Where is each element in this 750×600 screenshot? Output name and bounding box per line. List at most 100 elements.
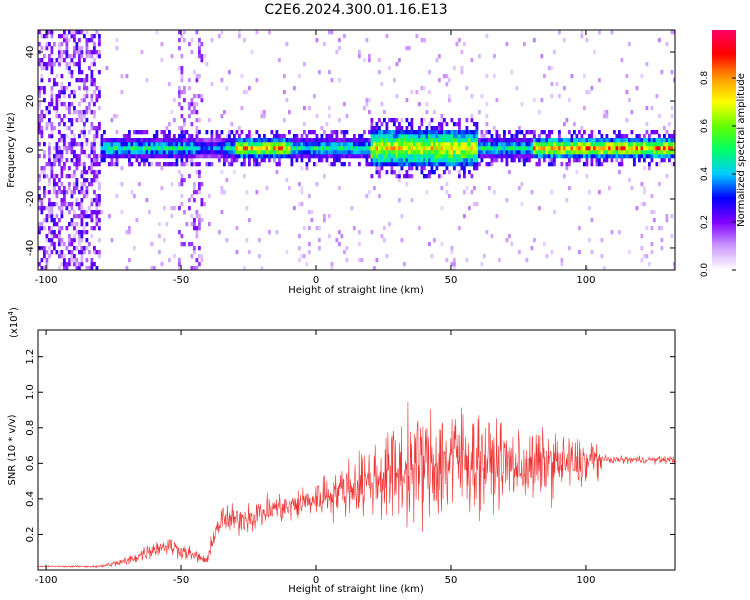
- heatmap-cell: [80, 190, 84, 195]
- heatmap-cell: [180, 74, 184, 79]
- heatmap-cell: [90, 162, 94, 167]
- heatmap-cell: [208, 138, 211, 143]
- heatmap-cell: [573, 154, 576, 159]
- heatmap-cell: [560, 154, 564, 159]
- heatmap-cell: [73, 110, 76, 115]
- heatmap-cell: [43, 174, 46, 179]
- heatmap-cell: [420, 38, 424, 43]
- heatmap-cell: [395, 162, 399, 167]
- heatmap-cell: [418, 162, 421, 167]
- heatmap-cell: [640, 258, 644, 263]
- heatmap-cell: [595, 138, 599, 143]
- heatmap-cell: [335, 142, 339, 147]
- heatmap-cell: [180, 158, 184, 163]
- heatmap-cell: [245, 134, 249, 139]
- heatmap-cell: [498, 142, 501, 147]
- heatmap-cell: [440, 122, 444, 127]
- heatmap-cell: [635, 142, 639, 147]
- heatmap-cell: [38, 126, 41, 131]
- heatmap-cell: [223, 190, 226, 195]
- heatmap-cell: [628, 154, 631, 159]
- heatmap-cell: [155, 154, 159, 159]
- heatmap-cell: [535, 162, 539, 167]
- heatmap-cell: [640, 234, 644, 239]
- heatmap-cell: [70, 74, 74, 79]
- heatmap-cell: [183, 30, 186, 35]
- heatmap-cell: [610, 158, 614, 163]
- heatmap-cell: [73, 34, 76, 39]
- heatmap-cell: [353, 134, 356, 139]
- heatmap-cell: [410, 134, 414, 139]
- heatmap-cell: [118, 138, 121, 143]
- heatmap-cell: [575, 138, 579, 143]
- heatmap-cell: [463, 170, 466, 175]
- heatmap-cell: [353, 138, 356, 143]
- heatmap-cell: [63, 242, 66, 247]
- heatmap-cell: [190, 122, 194, 127]
- heatmap-cell: [298, 138, 301, 143]
- heatmap-cell: [75, 30, 79, 35]
- heatmap-cell: [450, 162, 454, 167]
- heatmap-cell: [43, 142, 46, 147]
- heatmap-cell: [240, 106, 244, 111]
- heatmap-cell: [630, 146, 634, 151]
- heatmap-cell: [558, 134, 561, 139]
- heatmap-cell: [620, 146, 624, 151]
- heatmap-cell: [395, 150, 399, 155]
- heatmap-cell: [73, 190, 76, 195]
- heatmap-cell: [423, 154, 426, 159]
- heatmap-cell: [340, 130, 344, 135]
- heatmap-cell: [123, 138, 126, 143]
- heatmap-cell: [485, 150, 489, 155]
- heatmap-cell: [260, 110, 264, 115]
- heatmap-cell: [318, 246, 321, 251]
- heatmap-cell: [625, 134, 629, 139]
- heatmap-cell: [250, 150, 254, 155]
- heatmap-cell: [578, 138, 581, 143]
- heatmap-cell: [533, 130, 536, 135]
- heatmap-cell: [538, 134, 541, 139]
- heatmap-cell: [448, 142, 451, 147]
- heatmap-cell: [653, 150, 656, 155]
- heatmap-cell: [248, 142, 251, 147]
- heatmap-cell: [293, 142, 296, 147]
- heatmap-cell: [63, 134, 66, 139]
- heatmap-cell: [643, 146, 646, 151]
- heatmap-cell: [340, 162, 344, 167]
- heatmap-cell: [283, 154, 286, 159]
- heatmap-cell: [618, 146, 621, 151]
- heatmap-cell: [308, 138, 311, 143]
- heatmap-cell: [60, 82, 64, 87]
- heatmap-cell: [403, 146, 406, 151]
- heatmap-cell: [278, 162, 281, 167]
- heatmap-cell: [603, 150, 606, 155]
- heatmap-cell: [108, 162, 111, 167]
- heatmap-cell: [170, 214, 174, 219]
- heatmap-cell: [618, 170, 621, 175]
- heatmap-cell: [325, 134, 329, 139]
- heatmap-cell: [670, 150, 674, 155]
- heatmap-cell: [118, 142, 121, 147]
- heatmap-cell: [345, 114, 349, 119]
- heatmap-cell: [223, 110, 226, 115]
- heatmap-cell: [315, 226, 319, 231]
- heatmap-cell: [410, 130, 414, 135]
- heatmap-cell: [523, 154, 526, 159]
- heatmap-cell: [83, 246, 86, 251]
- heatmap-cell: [400, 214, 404, 219]
- heatmap-cell: [620, 150, 624, 155]
- heatmap-cell: [388, 66, 391, 71]
- heatmap-cell: [653, 142, 656, 147]
- heatmap-cell: [598, 162, 601, 167]
- heatmap-cell: [55, 106, 59, 111]
- heatmap-cell: [465, 86, 469, 91]
- heatmap-cell: [95, 162, 99, 167]
- heatmap-cell: [370, 122, 374, 127]
- heatmap-cell: [138, 154, 141, 159]
- heatmap-cell: [303, 138, 306, 143]
- heatmap-cell: [218, 146, 221, 151]
- heatmap-cell: [198, 142, 201, 147]
- heatmap-cell: [638, 150, 641, 155]
- heatmap-cell: [160, 186, 164, 191]
